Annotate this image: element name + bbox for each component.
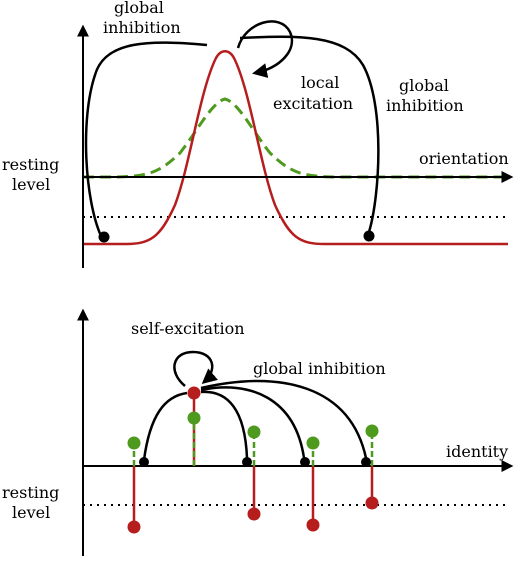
bottom-inhibition-endpoint-node-1 [139,457,149,467]
top-label-global-inhibition-right: global inhibition [386,76,464,115]
bottom-inhibition-endpoint-node-5 [361,457,371,467]
top-global-inhibition-endpoint-right [363,230,375,242]
top-global-inhibition-arc-left [84,41,208,237]
bottom-inhibition-arc-node-5 [200,379,368,459]
bottom-label-x-axis: identity [446,442,508,461]
node-2 [187,386,201,466]
top-panel: global inhibition local excitation globa… [2,0,514,268]
node-3-input-dot [247,425,261,439]
node-5 [365,424,379,510]
node-1 [127,436,141,534]
node-1-activation-dot [127,520,141,534]
bottom-inhibition-endpoint-node-3 [242,457,252,467]
node-2-activation-dot [187,386,201,400]
node-4 [306,436,320,532]
top-label-resting-level: resting level [2,155,65,194]
top-label-global-inhibition-left: global inhibition [103,0,181,37]
bottom-self-excitation-arrow [173,350,218,387]
node-5-activation-dot [365,496,379,510]
top-global-inhibition-arc-right [239,35,380,233]
node-2-input-dot [187,411,201,425]
bottom-inhibition-arc-node-4 [200,386,306,459]
node-1-input-dot [127,436,141,450]
node-3-activation-dot [247,507,261,521]
bottom-panel: self-excitation global inhibition identi… [2,308,514,556]
bottom-label-global-inhibition: global inhibition [253,359,386,378]
node-5-input-dot [365,424,379,438]
top-local-excitation-arrow [236,20,293,78]
node-4-activation-dot [306,518,320,532]
node-3 [247,425,261,521]
top-label-local-excitation: local excitation [273,73,353,113]
bottom-label-self-excitation: self-excitation [131,319,245,338]
top-label-x-axis: orientation [419,149,509,168]
bottom-inhibition-arc-node-3 [200,390,249,459]
top-activation-curve [83,50,508,246]
top-global-inhibition-endpoint-left [98,231,110,243]
bottom-inhibition-arc-node-1 [142,391,188,461]
bottom-label-resting-level: resting level [2,483,65,522]
bottom-inhibition-endpoint-node-4 [300,457,310,467]
top-input-curve [83,97,508,179]
node-4-input-dot [306,436,320,450]
